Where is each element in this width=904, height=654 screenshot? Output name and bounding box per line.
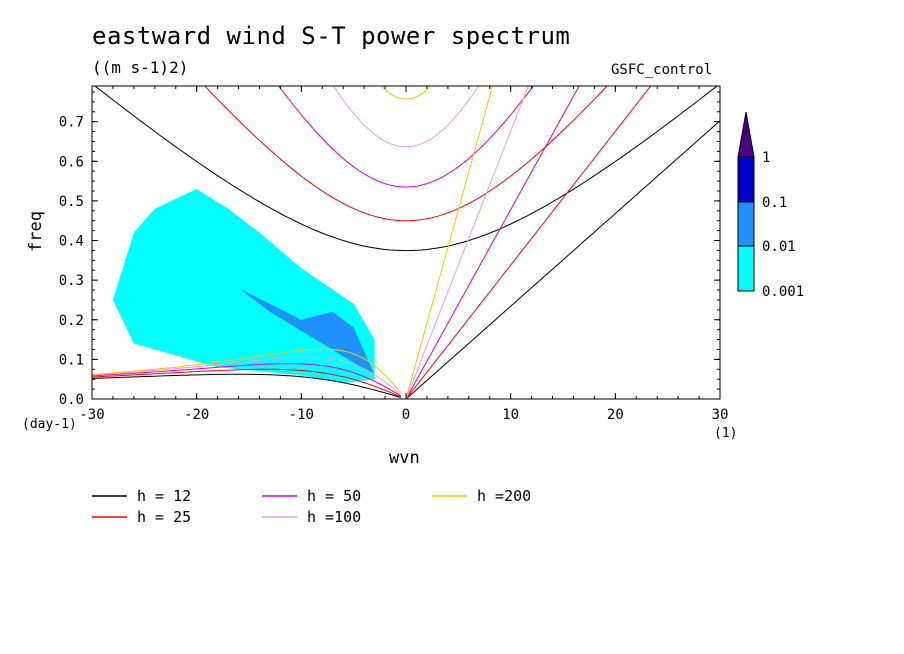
colorbar-triangle bbox=[737, 111, 755, 158]
power-shade-0.001 bbox=[112, 189, 375, 384]
gravity-curve-3 bbox=[332, 86, 480, 148]
rossby-curve-3 bbox=[92, 356, 402, 395]
axis-ticks: -30 -20 -10 0 10 20 30 0.0 0.1 0.2 0.3 0.4 0.5 0.6 0.7 bbox=[59, 86, 729, 423]
kelvin-curve-3 bbox=[405, 86, 529, 399]
rossby-curve-4 bbox=[92, 348, 402, 394]
gravity-curve-4 bbox=[380, 86, 432, 100]
x-tick-label: 30 bbox=[712, 407, 729, 423]
colorbar-label: 0.01 bbox=[762, 239, 796, 255]
x-tick-label: 20 bbox=[607, 407, 624, 423]
colorbar-segment bbox=[737, 156, 755, 203]
legend-label: h =200 bbox=[477, 487, 531, 505]
y-axis-units: (day-1) bbox=[22, 417, 77, 432]
y-tick-label: 0.0 bbox=[59, 392, 84, 408]
rossby-curve-1 bbox=[92, 368, 401, 398]
colorbar-segment bbox=[737, 201, 755, 247]
kelvin-curve-1 bbox=[405, 86, 652, 399]
y-tick-label: 0.5 bbox=[59, 194, 84, 210]
legend-label: h = 25 bbox=[137, 508, 191, 526]
power-shading bbox=[112, 189, 375, 384]
colorbar-label: 0.001 bbox=[762, 284, 804, 300]
chart-units: ((m s-1)2) bbox=[92, 58, 189, 77]
legend-label: h = 12 bbox=[137, 487, 191, 505]
colorbar-label: 1 bbox=[762, 150, 770, 166]
experiment-label: GSFC_control bbox=[611, 62, 713, 78]
x-tick-label: -10 bbox=[289, 407, 314, 423]
x-axis-units: (1) bbox=[714, 426, 738, 441]
x-tick-label: -30 bbox=[79, 407, 104, 423]
legend-label: h = 50 bbox=[307, 487, 361, 505]
x-axis-label: wvn bbox=[389, 448, 420, 468]
power-shade-0.01 bbox=[238, 288, 375, 376]
rossby-curve-0 bbox=[92, 373, 401, 398]
x-tick-label: 10 bbox=[502, 407, 519, 423]
kelvin-curve-4 bbox=[405, 86, 494, 399]
dispersion-curves bbox=[92, 86, 720, 399]
colorbar: 1 0.1 0.01 0.001 bbox=[737, 111, 804, 300]
y-tick-label: 0.3 bbox=[59, 273, 84, 289]
legend-label: h =100 bbox=[307, 508, 361, 526]
kelvin-curve-0 bbox=[405, 120, 720, 399]
y-tick-label: 0.4 bbox=[59, 234, 84, 250]
rossby-curve-2 bbox=[92, 363, 402, 397]
chart-title: eastward wind S-T power spectrum bbox=[92, 22, 571, 50]
gravity-curve-2 bbox=[278, 86, 534, 188]
gravity-curve-1 bbox=[204, 86, 608, 222]
colorbar-segment bbox=[737, 245, 755, 292]
kelvin-curve-2 bbox=[405, 86, 580, 399]
legend: h = 12 h = 25 h = 50 h =100 h =200 bbox=[92, 487, 531, 526]
colorbar-label: 0.1 bbox=[762, 195, 787, 211]
x-tick-label: -20 bbox=[184, 407, 209, 423]
y-tick-label: 0.1 bbox=[59, 352, 84, 368]
gravity-curve-0 bbox=[94, 86, 718, 252]
y-tick-label: 0.6 bbox=[59, 154, 84, 170]
y-axis-label: freq bbox=[26, 211, 46, 252]
y-tick-label: 0.2 bbox=[59, 313, 84, 329]
y-tick-label: 0.7 bbox=[59, 115, 84, 131]
x-tick-label: 0 bbox=[402, 407, 410, 423]
